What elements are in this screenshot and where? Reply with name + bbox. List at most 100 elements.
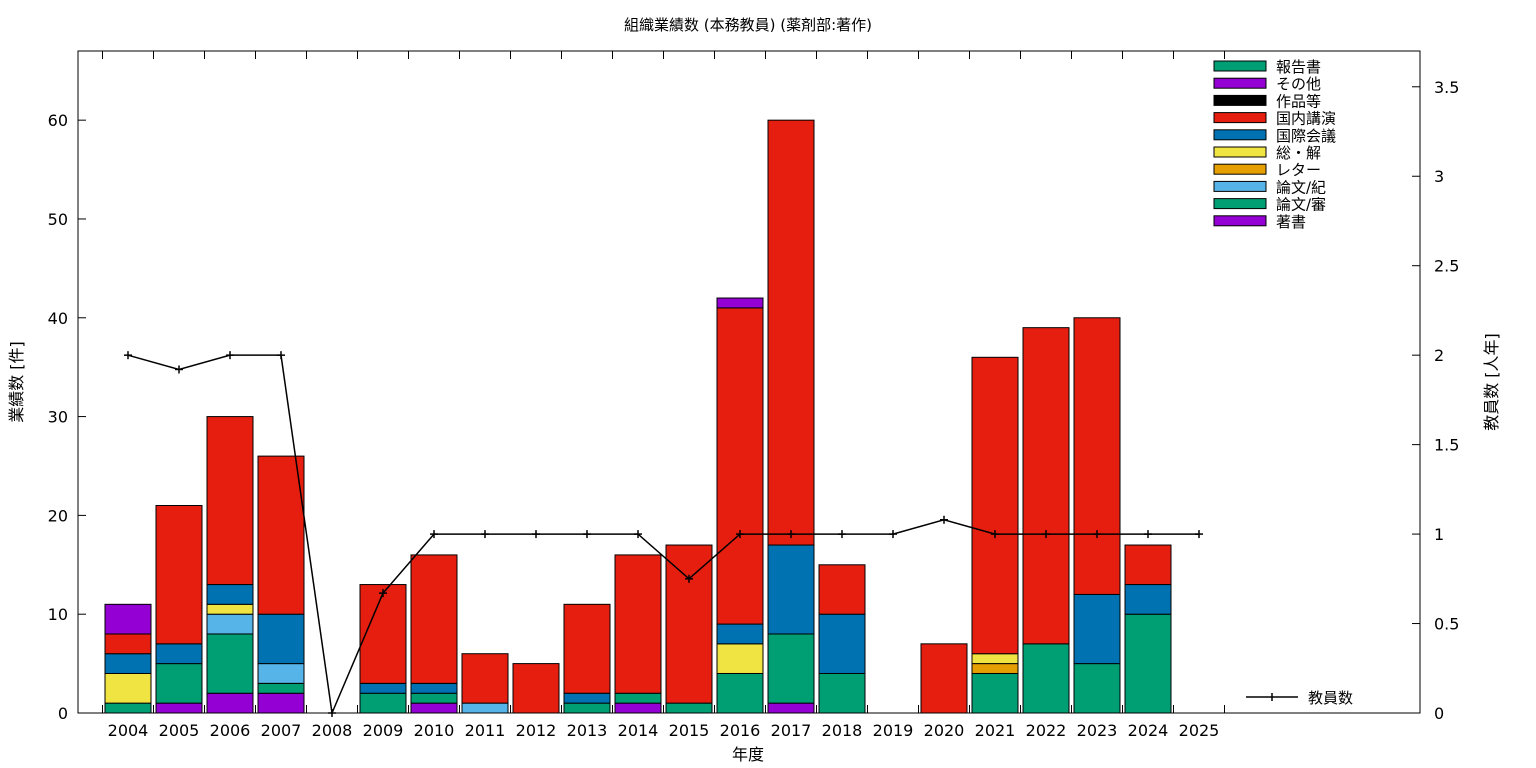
legend-label: 作品等 (1276, 92, 1321, 110)
x-tick-label: 2025 (1179, 721, 1220, 740)
legend-label: 論文/紀 (1276, 178, 1326, 196)
y-tick-label: 60 (48, 111, 68, 130)
bar-2024-series-1 (1124, 613, 1172, 714)
x-tick-label: 2015 (669, 721, 710, 740)
legend-item: 作品等 (1213, 92, 1321, 110)
legend-swatch (1213, 146, 1267, 158)
y-tick-label: 20 (48, 506, 68, 525)
legend-label: 国際会議 (1276, 127, 1336, 145)
x-tick-label: 2017 (771, 721, 812, 740)
bar-2009-series-6 (359, 584, 407, 684)
bar-2024-series-6 (1124, 544, 1172, 586)
y-tick-label: 30 (48, 408, 68, 427)
bar-2006-series-1 (206, 633, 254, 694)
teacher-count-line (127, 354, 1199, 716)
bar-2014-series-1 (614, 692, 662, 704)
teacher-count-point (838, 530, 846, 539)
bar-2006-series-4 (206, 603, 254, 615)
legend-label: 国内講演 (1276, 110, 1336, 128)
x-tick-label: 2020 (924, 721, 965, 740)
legend-label-line: 教員数 (1308, 689, 1353, 707)
x-tick-label: 2024 (1128, 721, 1169, 740)
teacher-count-point (175, 365, 183, 374)
y2-tick-label: 2 (1434, 346, 1444, 365)
legend-swatch (1213, 77, 1267, 89)
bar-2017-series-1 (767, 633, 815, 704)
y-tick-label: 50 (48, 210, 68, 229)
teacher-count-point (532, 530, 540, 539)
teacher-count-point (430, 530, 438, 539)
bar-2014-series-0 (614, 702, 662, 714)
bar-2016-series-5 (716, 623, 764, 645)
bar-2006-series-6 (206, 416, 254, 586)
legend-swatch (1213, 112, 1267, 124)
bar-2017-series-6 (767, 119, 815, 546)
y-tick-label: 0 (58, 704, 68, 723)
legend-swatch (1213, 163, 1267, 175)
legend-label: 総・解 (1276, 144, 1321, 162)
legend-swatch (1213, 129, 1267, 141)
bar-2010-series-6 (410, 554, 458, 684)
bar-2011-series-2 (461, 702, 509, 714)
bar-2021-series-1 (971, 672, 1019, 714)
bar-2021-series-6 (971, 356, 1019, 655)
teacher-count-point (1144, 530, 1152, 539)
plot-area (104, 119, 1203, 717)
legend-item-line: 教員数 (1246, 689, 1353, 707)
teacher-count-point (736, 530, 744, 539)
teacher-count-point (226, 351, 234, 360)
bar-2015-series-1 (665, 702, 713, 714)
bar-2006-series-5 (206, 584, 254, 605)
x-tick-label: 2011 (465, 721, 506, 740)
teacher-count-point (1042, 530, 1050, 539)
bar-2007-series-0 (257, 692, 305, 714)
y-tick-label: 40 (48, 309, 68, 328)
bar-2015-series-6 (665, 544, 713, 704)
bar-2018-series-6 (818, 564, 866, 615)
x-tick-label: 2014 (618, 721, 659, 740)
legend-item: 国内講演 (1213, 110, 1336, 128)
teacher-count-point (889, 530, 897, 539)
bar-2005-series-1 (155, 663, 203, 704)
x-tick-label: 2010 (414, 721, 455, 740)
bar-2022-series-1 (1022, 643, 1070, 714)
legend-item: 論文/紀 (1213, 178, 1326, 196)
x-tick-label: 2009 (363, 721, 404, 740)
legend-item: 総・解 (1213, 144, 1321, 162)
teacher-count-point (1195, 530, 1203, 539)
bar-2006-series-2 (206, 613, 254, 635)
axes: 0 10 20 30 40 50 60 0 0.5 1 1.5 2 2.5 3 3.5 2004 2005 200… (48, 51, 1459, 740)
bar-2021-series-3 (971, 663, 1019, 674)
x-tick-label: 2013 (567, 721, 608, 740)
teacher-count-point (787, 530, 795, 539)
x-tick-label: 2018 (822, 721, 863, 740)
bar-2005-series-6 (155, 505, 203, 645)
legend-item: 論文/審 (1213, 196, 1326, 214)
x-axis-label: 年度 (732, 745, 764, 764)
bar-2007-series-1 (257, 682, 305, 694)
bar-2023-series-6 (1073, 317, 1121, 595)
bar-2007-series-6 (257, 455, 305, 615)
teacher-count-point (634, 530, 642, 539)
bar-2005-series-0 (155, 702, 203, 714)
y-tick-label: 10 (48, 605, 68, 624)
bar-2016-series-6 (716, 307, 764, 625)
bar-2005-series-5 (155, 643, 203, 665)
bar-2016-series-4 (716, 643, 764, 674)
bar-2021-series-4 (971, 653, 1019, 665)
bar-2009-series-5 (359, 682, 407, 694)
legend-label: レター (1276, 161, 1321, 179)
x-tick-label: 2006 (210, 721, 251, 740)
bar-2014-series-6 (614, 554, 662, 694)
y-axis-label: 業績数 [件] (7, 341, 26, 423)
teacher-count-point (1093, 530, 1101, 539)
y2-tick-label: 1.5 (1434, 436, 1459, 455)
teacher-count-point (379, 589, 387, 598)
teacher-count-point (685, 574, 693, 583)
x-tick-label: 2012 (516, 721, 557, 740)
bar-2023-series-5 (1073, 593, 1121, 665)
bar-2022-series-6 (1022, 327, 1070, 645)
y2-tick-label: 0.5 (1434, 615, 1459, 634)
x-tick-label: 2023 (1077, 721, 1118, 740)
